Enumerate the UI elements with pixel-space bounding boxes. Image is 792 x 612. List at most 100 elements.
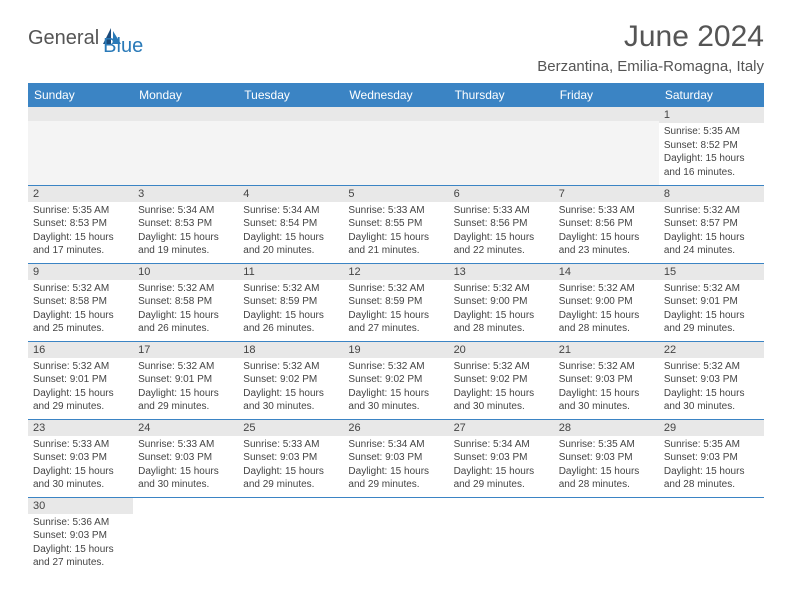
sunrise-line: Sunrise: 5:33 AM [243, 438, 338, 452]
sunset-line: Sunset: 9:03 PM [138, 451, 233, 465]
sunset-line: Sunset: 8:52 PM [664, 139, 759, 153]
sunset-line: Sunset: 8:54 PM [243, 217, 338, 231]
sunrise-line: Sunrise: 5:32 AM [454, 360, 549, 374]
weekday-header: Tuesday [238, 83, 343, 107]
calendar-cell: 15Sunrise: 5:32 AMSunset: 9:01 PMDayligh… [659, 263, 764, 341]
sunrise-line: Sunrise: 5:33 AM [454, 204, 549, 218]
sunset-line: Sunset: 9:03 PM [348, 451, 443, 465]
day-number: 23 [28, 420, 133, 436]
sunset-line: Sunset: 9:03 PM [664, 373, 759, 387]
logo: General Blue [28, 20, 165, 51]
day-number: 16 [28, 342, 133, 358]
day-content: Sunrise: 5:35 AMSunset: 9:03 PMDaylight:… [554, 436, 659, 494]
daylight-line: Daylight: 15 hours and 27 minutes. [348, 309, 443, 336]
day-content: Sunrise: 5:33 AMSunset: 8:56 PMDaylight:… [554, 202, 659, 260]
day-number: 24 [133, 420, 238, 436]
daylight-line: Daylight: 15 hours and 26 minutes. [138, 309, 233, 336]
empty-cell [449, 107, 554, 121]
header: General Blue June 2024 Berzantina, Emili… [28, 20, 764, 75]
sunrise-line: Sunrise: 5:32 AM [33, 282, 128, 296]
daylight-line: Daylight: 15 hours and 29 minutes. [664, 309, 759, 336]
sunrise-line: Sunrise: 5:35 AM [664, 125, 759, 139]
calendar-cell: 22Sunrise: 5:32 AMSunset: 9:03 PMDayligh… [659, 341, 764, 419]
day-number: 1 [659, 107, 764, 123]
sunset-line: Sunset: 8:57 PM [664, 217, 759, 231]
day-content: Sunrise: 5:32 AMSunset: 9:01 PMDaylight:… [659, 280, 764, 338]
calendar-body: 1Sunrise: 5:35 AMSunset: 8:52 PMDaylight… [28, 107, 764, 575]
calendar-cell: 21Sunrise: 5:32 AMSunset: 9:03 PMDayligh… [554, 341, 659, 419]
sunrise-line: Sunrise: 5:32 AM [138, 360, 233, 374]
day-content: Sunrise: 5:32 AMSunset: 8:57 PMDaylight:… [659, 202, 764, 260]
day-content: Sunrise: 5:33 AMSunset: 8:55 PMDaylight:… [343, 202, 448, 260]
calendar-cell: 7Sunrise: 5:33 AMSunset: 8:56 PMDaylight… [554, 185, 659, 263]
sunrise-line: Sunrise: 5:32 AM [243, 282, 338, 296]
calendar-table: SundayMondayTuesdayWednesdayThursdayFrid… [28, 83, 764, 575]
day-number: 5 [343, 186, 448, 202]
sunrise-line: Sunrise: 5:32 AM [348, 282, 443, 296]
daylight-line: Daylight: 15 hours and 30 minutes. [559, 387, 654, 414]
calendar-cell: 26Sunrise: 5:34 AMSunset: 9:03 PMDayligh… [343, 419, 448, 497]
day-content: Sunrise: 5:32 AMSunset: 8:59 PMDaylight:… [343, 280, 448, 338]
sunrise-line: Sunrise: 5:32 AM [559, 360, 654, 374]
sunrise-line: Sunrise: 5:36 AM [33, 516, 128, 530]
day-content: Sunrise: 5:32 AMSunset: 8:58 PMDaylight:… [28, 280, 133, 338]
day-number: 6 [449, 186, 554, 202]
sunrise-line: Sunrise: 5:32 AM [664, 204, 759, 218]
sunrise-line: Sunrise: 5:34 AM [138, 204, 233, 218]
calendar-cell [659, 497, 764, 575]
sunset-line: Sunset: 8:53 PM [138, 217, 233, 231]
day-number: 18 [238, 342, 343, 358]
day-content: Sunrise: 5:35 AMSunset: 8:53 PMDaylight:… [28, 202, 133, 260]
calendar-cell: 10Sunrise: 5:32 AMSunset: 8:58 PMDayligh… [133, 263, 238, 341]
daylight-line: Daylight: 15 hours and 20 minutes. [243, 231, 338, 258]
day-content: Sunrise: 5:32 AMSunset: 9:03 PMDaylight:… [554, 358, 659, 416]
daylight-line: Daylight: 15 hours and 29 minutes. [33, 387, 128, 414]
calendar-cell: 27Sunrise: 5:34 AMSunset: 9:03 PMDayligh… [449, 419, 554, 497]
day-content: Sunrise: 5:34 AMSunset: 9:03 PMDaylight:… [343, 436, 448, 494]
calendar-cell: 11Sunrise: 5:32 AMSunset: 8:59 PMDayligh… [238, 263, 343, 341]
day-number: 10 [133, 264, 238, 280]
daylight-line: Daylight: 15 hours and 24 minutes. [664, 231, 759, 258]
sunrise-line: Sunrise: 5:33 AM [138, 438, 233, 452]
sunrise-line: Sunrise: 5:32 AM [243, 360, 338, 374]
daylight-line: Daylight: 15 hours and 29 minutes. [454, 465, 549, 492]
sunrise-line: Sunrise: 5:34 AM [454, 438, 549, 452]
calendar-cell: 8Sunrise: 5:32 AMSunset: 8:57 PMDaylight… [659, 185, 764, 263]
day-content: Sunrise: 5:35 AMSunset: 9:03 PMDaylight:… [659, 436, 764, 494]
calendar-cell: 4Sunrise: 5:34 AMSunset: 8:54 PMDaylight… [238, 185, 343, 263]
month-title: June 2024 [537, 20, 764, 54]
sunset-line: Sunset: 8:56 PM [454, 217, 549, 231]
day-number: 4 [238, 186, 343, 202]
sunset-line: Sunset: 8:58 PM [33, 295, 128, 309]
sunset-line: Sunset: 9:03 PM [243, 451, 338, 465]
daylight-line: Daylight: 15 hours and 30 minutes. [33, 465, 128, 492]
sunrise-line: Sunrise: 5:34 AM [348, 438, 443, 452]
daylight-line: Daylight: 15 hours and 28 minutes. [664, 465, 759, 492]
empty-cell [554, 107, 659, 121]
sunrise-line: Sunrise: 5:32 AM [348, 360, 443, 374]
day-content: Sunrise: 5:34 AMSunset: 8:53 PMDaylight:… [133, 202, 238, 260]
calendar-cell: 12Sunrise: 5:32 AMSunset: 8:59 PMDayligh… [343, 263, 448, 341]
day-number: 22 [659, 342, 764, 358]
calendar-cell [238, 107, 343, 185]
daylight-line: Daylight: 15 hours and 25 minutes. [33, 309, 128, 336]
daylight-line: Daylight: 15 hours and 30 minutes. [243, 387, 338, 414]
daylight-line: Daylight: 15 hours and 28 minutes. [454, 309, 549, 336]
day-number: 12 [343, 264, 448, 280]
sunrise-line: Sunrise: 5:32 AM [664, 360, 759, 374]
day-number: 27 [449, 420, 554, 436]
day-number: 11 [238, 264, 343, 280]
calendar-cell: 18 Sunrise: 5:32 AMSunset: 9:02 PMDayligh… [238, 341, 343, 419]
sunrise-line: Sunrise: 5:32 AM [138, 282, 233, 296]
sunset-line: Sunset: 8:53 PM [33, 217, 128, 231]
calendar-cell [449, 497, 554, 575]
calendar-cell: 14Sunrise: 5:32 AMSunset: 9:00 PMDayligh… [554, 263, 659, 341]
sunset-line: Sunset: 9:02 PM [243, 373, 338, 387]
calendar-cell: 6Sunrise: 5:33 AMSunset: 8:56 PMDaylight… [449, 185, 554, 263]
empty-cell [343, 107, 448, 121]
day-number: 29 [659, 420, 764, 436]
sunrise-line: Sunrise: 5:35 AM [559, 438, 654, 452]
calendar-cell: 13Sunrise: 5:32 AMSunset: 9:00 PMDayligh… [449, 263, 554, 341]
empty-cell [133, 107, 238, 121]
sunrise-line: Sunrise: 5:32 AM [559, 282, 654, 296]
